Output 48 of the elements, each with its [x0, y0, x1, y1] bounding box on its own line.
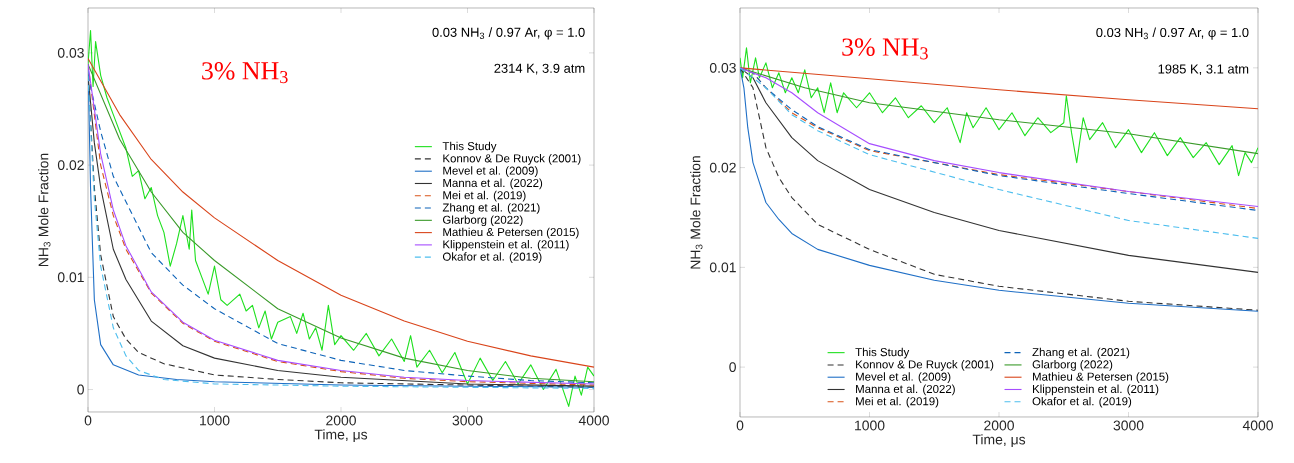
x-tick-label: 4000 — [1242, 420, 1273, 431]
legend-label: Konnov & De Ruyck (2001) — [856, 360, 994, 371]
x-tick-label: 3000 — [1113, 420, 1144, 431]
legend-label: Manna et al. (2022) — [443, 178, 543, 190]
legend-label: Okafor et al. (2019) — [442, 252, 542, 263]
x-tick-label: 2000 — [984, 420, 1014, 431]
legend-label: Mathieu & Petersen (2015) — [1033, 372, 1169, 383]
annotation: 0.03 NH$_{3}$ / 0.97 Ar, φ = 1.0 — [1096, 27, 1249, 40]
legend-label: Zhang et al. (2021) — [442, 203, 540, 214]
y-tick-label: 0.01 — [57, 272, 84, 283]
legend-label: Konnov & De Ruyck (2001) — [443, 154, 581, 165]
legend-label: Mevel et al. (2009) — [856, 372, 951, 383]
annotation: 2314 K, 3.9 atm — [494, 63, 585, 75]
x-tick-label: 4000 — [578, 415, 609, 426]
x-tick-label: 3000 — [452, 415, 483, 426]
y-tick-label: 0.03 — [57, 47, 84, 58]
legend-label: Klippenstein et al. (2011) — [443, 240, 569, 251]
legend-label: Zhang et al. (2021) — [1032, 347, 1130, 359]
y-axis-title: NH$_{3}$ Mole Fraction — [690, 156, 703, 269]
legend-label: This Study — [855, 347, 910, 359]
y-axis-title: NH$_{3}$ Mole Fraction — [38, 153, 51, 267]
legend-label: Mevel et al. (2009) — [443, 166, 538, 177]
annotation: 3% NH$_{3}$ — [842, 38, 928, 60]
legend-label: Okafor et al. (2019) — [1032, 396, 1132, 408]
y-tick-label: 0.02 — [709, 162, 736, 173]
y-tick-label: 0.03 — [709, 62, 736, 73]
x-tick-label: 0 — [736, 420, 744, 431]
x-axis-title: Time, μs — [972, 434, 1026, 447]
legend-label: Klippenstein et al. (2011) — [1033, 384, 1159, 396]
x-tick-label: 1000 — [855, 420, 885, 431]
x-tick-label: 1000 — [200, 415, 230, 426]
legend-label: Mathieu & Petersen (2015) — [443, 227, 579, 239]
legend-label: Manna et al. (2022) — [856, 384, 955, 396]
legend-label: Mei et al. (2019) — [856, 396, 939, 408]
annotation: 3% NH$_{3}$ — [202, 62, 288, 84]
y-tick-label: 0.01 — [709, 262, 736, 273]
y-tick-label: 0.02 — [57, 160, 84, 171]
annotation: 1985 K, 3.1 atm — [1158, 64, 1249, 76]
annotation: 0.03 NH$_{3}$ / 0.97 Ar, φ = 1.0 — [432, 27, 585, 40]
y-tick-label: 0 — [729, 362, 736, 373]
legend-label: Glarborg (2022) — [1032, 360, 1113, 371]
legend-label: This Study — [442, 141, 497, 153]
x-axis-title: Time, μs — [314, 429, 368, 442]
x-tick-label: 0 — [84, 415, 92, 426]
y-tick-label: 0 — [77, 384, 84, 395]
legend-label: Glarborg (2022) — [442, 215, 523, 227]
legend-label: Mei et al. (2019) — [443, 190, 526, 202]
x-tick-label: 2000 — [326, 415, 356, 426]
